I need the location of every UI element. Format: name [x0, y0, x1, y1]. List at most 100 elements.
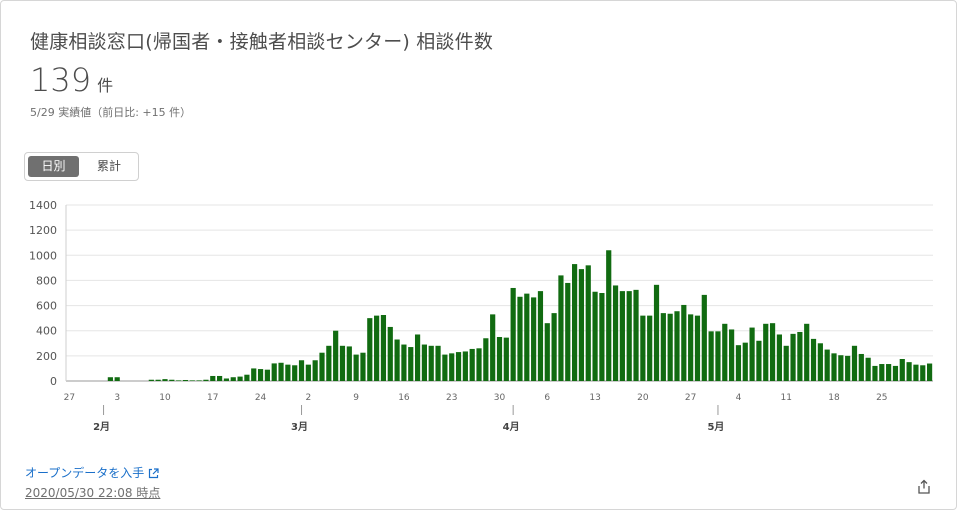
latest-value: 139 件 — [30, 61, 113, 99]
bar — [197, 380, 202, 381]
x-tick-label: 13 — [589, 393, 600, 403]
bar — [374, 316, 379, 381]
bar — [749, 328, 754, 381]
bar — [511, 288, 516, 381]
daily-toggle-button[interactable]: 日別 — [28, 156, 79, 177]
bar — [790, 334, 795, 381]
bar — [661, 313, 666, 381]
bar — [552, 313, 557, 381]
month-label: 2月 — [93, 421, 110, 433]
bar — [565, 283, 570, 381]
bar — [572, 264, 577, 381]
bar — [497, 337, 502, 381]
bar — [545, 323, 550, 381]
consultation-bar-chart: 0 200 400 600 800 1000 1200 1400 27 3 10 17 24 2 9 16 23… — [1, 191, 959, 441]
bar — [859, 354, 864, 381]
bar — [442, 355, 447, 381]
bar — [647, 316, 652, 381]
bar — [674, 311, 679, 381]
x-tick-label: 9 — [353, 393, 359, 403]
bar — [586, 265, 591, 381]
bar — [360, 353, 365, 381]
x-tick-label: 2 — [305, 393, 311, 403]
bar — [852, 346, 857, 381]
y-tick-label: 1000 — [29, 249, 57, 262]
bar — [695, 316, 700, 381]
bar — [770, 323, 775, 381]
cumulative-toggle-button[interactable]: 累計 — [83, 156, 135, 177]
bar — [722, 324, 727, 381]
bar — [756, 341, 761, 381]
bar — [176, 380, 181, 381]
bar — [913, 365, 918, 381]
bar — [702, 295, 707, 381]
bar — [319, 353, 324, 381]
bar — [804, 324, 809, 381]
bar — [449, 353, 454, 381]
bar — [388, 327, 393, 381]
bar — [797, 332, 802, 381]
x-tick-label: 23 — [446, 393, 457, 403]
bar — [456, 352, 461, 381]
bar — [470, 349, 475, 381]
x-tick-label: 20 — [637, 393, 649, 403]
bar — [838, 355, 843, 381]
bar — [483, 338, 488, 381]
bar — [162, 379, 167, 381]
bar — [435, 346, 440, 381]
share-icon[interactable] — [916, 479, 932, 495]
bar — [313, 360, 318, 381]
bar — [777, 334, 782, 381]
bar — [231, 377, 236, 381]
y-tick-label: 1400 — [29, 199, 57, 212]
bar — [927, 364, 932, 381]
bar — [620, 291, 625, 381]
bar — [224, 378, 229, 381]
bar — [381, 315, 386, 381]
bar — [190, 380, 195, 381]
bar — [599, 293, 604, 381]
bar — [156, 380, 161, 381]
x-tick-label: 6 — [544, 393, 550, 403]
latest-value-number: 139 — [30, 61, 91, 99]
bar — [668, 314, 673, 381]
bar — [258, 369, 263, 381]
bar — [920, 365, 925, 381]
bar — [265, 370, 270, 381]
open-data-link[interactable]: オープンデータを入手 — [25, 464, 159, 481]
bar — [538, 291, 543, 381]
bar — [872, 366, 877, 381]
y-tick-label: 1200 — [29, 224, 57, 237]
bar — [743, 343, 748, 381]
y-tick-label: 800 — [36, 274, 57, 287]
bar — [879, 364, 884, 381]
bar — [633, 290, 638, 381]
bar — [251, 368, 256, 381]
bar — [606, 250, 611, 381]
x-tick-label: 30 — [494, 393, 506, 403]
view-toggle: 日別 累計 — [24, 152, 139, 181]
bar — [729, 329, 734, 381]
x-tick-label: 24 — [255, 393, 267, 403]
bar — [463, 351, 468, 381]
bar — [811, 339, 816, 381]
y-tick-label: 600 — [36, 300, 57, 313]
bar — [886, 364, 891, 381]
x-tick-label: 16 — [398, 393, 410, 403]
bar — [681, 305, 686, 381]
bar — [217, 376, 222, 381]
bar — [115, 377, 120, 381]
bar — [579, 269, 584, 381]
bar — [333, 331, 338, 381]
bar — [825, 350, 830, 381]
y-tick-label: 200 — [36, 350, 57, 363]
bar — [736, 345, 741, 381]
bar — [524, 294, 529, 381]
month-label: 5月 — [707, 421, 724, 433]
bar — [907, 362, 912, 381]
bar — [715, 331, 720, 381]
bar — [210, 376, 215, 381]
bar — [203, 380, 208, 381]
bar — [278, 363, 283, 381]
card-title: 健康相談窓口(帰国者・接触者相談センター) 相談件数 — [30, 27, 493, 54]
